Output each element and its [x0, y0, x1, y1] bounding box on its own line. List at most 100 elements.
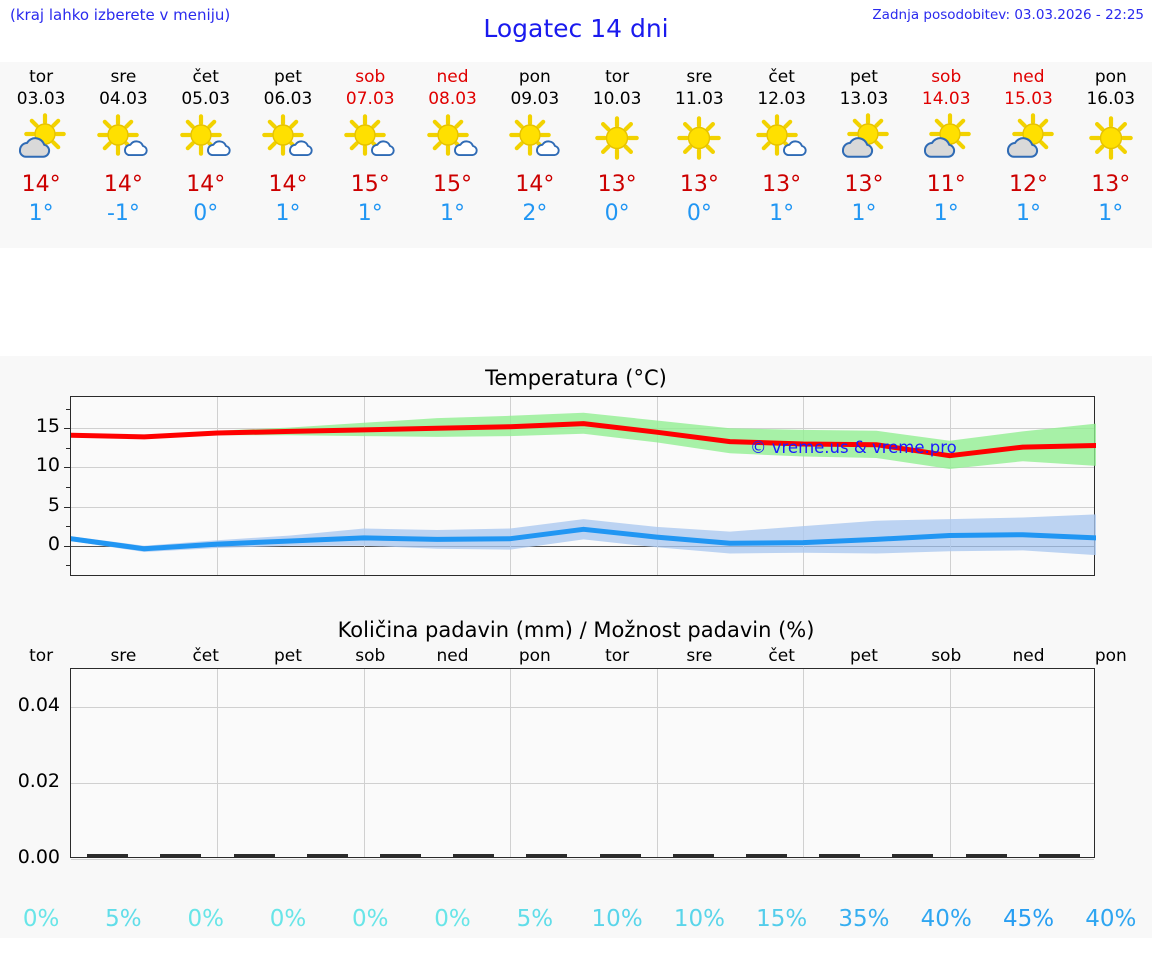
day-date: 04.03	[99, 89, 148, 109]
day-min-temperature: 1°	[357, 201, 383, 226]
day-max-temperature: 14°	[21, 172, 61, 197]
y-axis-tick-label: 15	[35, 415, 60, 438]
vertical-gridline	[363, 397, 365, 575]
day-column[interactable]: sre 04.03 14° -1°	[82, 62, 164, 248]
sun-icon	[585, 112, 649, 164]
day-column[interactable]: pet 13.03 13° 1°	[823, 62, 905, 248]
y-axis-minor-tick	[66, 565, 71, 567]
precipitation-day-label: pet	[274, 646, 302, 666]
y-axis-tick-label: 0.02	[17, 770, 60, 792]
y-axis-minor-tick	[66, 447, 71, 449]
day-date: 05.03	[181, 89, 231, 109]
day-name: ned	[1012, 67, 1045, 87]
day-min-temperature: 1°	[769, 201, 795, 226]
sun-icon	[1079, 112, 1143, 164]
day-name: sre	[686, 67, 713, 87]
precipitation-day-label: ned	[436, 646, 469, 666]
day-max-temperature: 14°	[103, 172, 143, 197]
sun-behind-grey-cloud-icon	[997, 112, 1061, 164]
day-min-temperature: 0°	[604, 201, 630, 226]
vertical-gridline	[510, 669, 512, 857]
day-name: pet	[274, 67, 302, 87]
day-min-temperature: 1°	[1098, 201, 1124, 226]
sun-small-white-cloud-icon	[750, 112, 814, 164]
day-column[interactable]: sre 11.03 13° 0°	[658, 62, 740, 248]
day-date: 09.03	[510, 89, 560, 109]
day-max-temperature: 15°	[350, 172, 390, 197]
temperature-plot-area	[64, 396, 1096, 576]
day-min-temperature: 1°	[440, 201, 466, 226]
day-max-temperature: 13°	[844, 172, 884, 197]
day-name: pon	[518, 67, 551, 87]
precipitation-bar	[965, 854, 1007, 857]
day-column[interactable]: pon 09.03 14° 2°	[494, 62, 576, 248]
day-max-temperature: 14°	[268, 172, 308, 197]
day-min-temperature: 1°	[28, 201, 54, 226]
day-column[interactable]: tor 03.03 14° 1°	[0, 62, 82, 248]
day-min-temperature: 1°	[933, 201, 959, 226]
precipitation-probability: 10%	[591, 906, 643, 932]
day-column[interactable]: ned 08.03 15° 1°	[411, 62, 493, 248]
precipitation-day-label: sre	[110, 646, 137, 666]
y-axis-tick-label: 5	[47, 493, 60, 516]
precipitation-probability: 5%	[516, 906, 554, 932]
precipitation-chart-block: Količina padavin (mm) / Možnost padavin …	[0, 608, 1152, 938]
precipitation-bar	[599, 854, 641, 857]
precipitation-day-label: sob	[931, 646, 962, 666]
day-date: 06.03	[263, 89, 313, 109]
day-min-temperature: 1°	[1016, 201, 1042, 226]
day-date: 16.03	[1086, 89, 1136, 109]
location-menu-note: (kraj lahko izberete v meniju)	[10, 6, 231, 24]
precipitation-day-label: pet	[849, 646, 878, 666]
temperature-series-overlay	[71, 412, 1096, 556]
day-max-temperature: 15°	[433, 172, 473, 197]
day-column[interactable]: sob 07.03 15° 1°	[329, 62, 411, 248]
sun-small-white-cloud-icon	[174, 112, 238, 164]
precipitation-chart-title: Količina padavin (mm) / Možnost padavin …	[337, 618, 815, 642]
day-column[interactable]: čet 12.03 13° 1°	[741, 62, 823, 248]
day-column[interactable]: čet 05.03 14° 0°	[165, 62, 247, 248]
page-title: Logatec 14 dni	[483, 14, 669, 43]
daily-forecast-strip: tor 03.03 14° 1° sre 04.03 14° -1° čet 05.03 14…	[0, 62, 1152, 248]
precipitation-bar	[87, 854, 129, 857]
precipitation-bar	[672, 854, 714, 857]
day-column[interactable]: ned 15.03 12° 1°	[987, 62, 1069, 248]
day-max-temperature: 11°	[926, 172, 966, 197]
day-column[interactable]: sob 14.03 11° 1°	[905, 62, 987, 248]
precipitation-day-label: čet	[768, 646, 795, 666]
y-axis-tick-label: 10	[35, 454, 60, 477]
precipitation-probability: 5%	[105, 906, 142, 932]
day-column[interactable]: pet 06.03 14° 1°	[247, 62, 329, 248]
day-min-temperature: 1°	[851, 201, 877, 226]
day-column[interactable]: tor 10.03 13° 0°	[576, 62, 658, 248]
day-date: 14.03	[921, 89, 971, 109]
precipitation-probability: 15%	[756, 906, 808, 932]
y-axis-tick	[64, 428, 71, 430]
precipitation-bar	[306, 854, 348, 857]
y-axis-tick-label: 0.04	[17, 694, 60, 716]
vertical-gridline	[803, 669, 805, 857]
precipitation-probability: 40%	[920, 906, 972, 932]
sun-behind-grey-cloud-icon	[9, 112, 73, 164]
day-name: sob	[355, 67, 386, 87]
day-max-temperature: 13°	[762, 172, 802, 197]
precipitation-bar	[526, 854, 568, 857]
day-date: 15.03	[1004, 89, 1053, 109]
day-min-temperature: 0°	[193, 201, 219, 226]
precipitation-day-label: ned	[1012, 646, 1045, 666]
precipitation-day-label: tor	[605, 646, 630, 666]
precipitation-probability: 0%	[352, 906, 389, 932]
day-name: tor	[605, 67, 630, 87]
day-date: 10.03	[592, 89, 642, 109]
horizontal-gridline	[71, 783, 1094, 784]
day-column[interactable]: pon 16.03 13° 1°	[1070, 62, 1152, 248]
precipitation-probability: 40%	[1085, 906, 1137, 932]
y-axis-minor-tick	[66, 487, 71, 488]
sun-behind-grey-cloud-icon	[832, 112, 896, 164]
temperature-chart-title: Temperatura (°C)	[485, 366, 667, 390]
day-date: 08.03	[428, 89, 477, 109]
precipitation-plot-area	[70, 668, 1095, 860]
y-axis-tick	[64, 545, 71, 547]
day-name: sre	[110, 67, 137, 87]
